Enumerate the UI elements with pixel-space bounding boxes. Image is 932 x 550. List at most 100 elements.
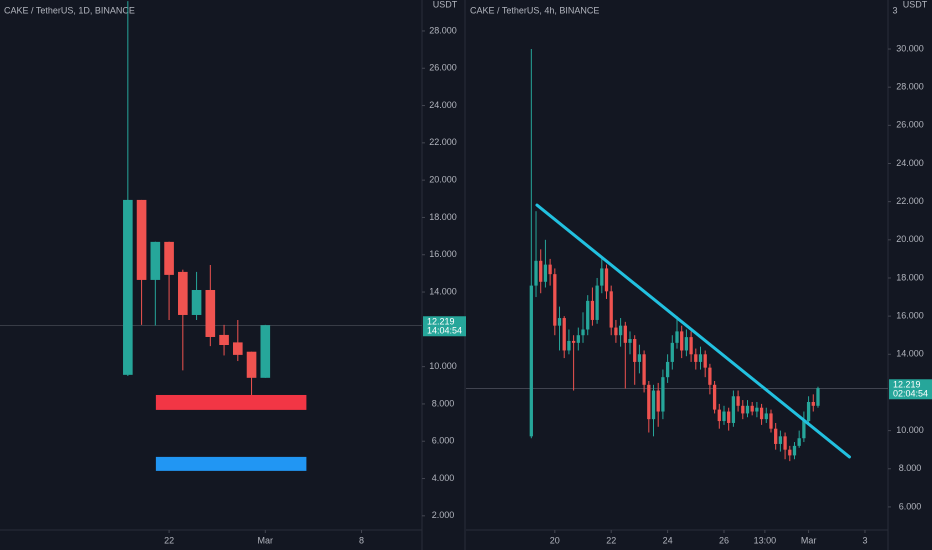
trend-line <box>535 203 851 459</box>
y-tick-label: 20.000 <box>896 234 924 244</box>
candle-body <box>600 268 604 286</box>
candle-body <box>656 390 660 412</box>
candle-body <box>698 354 703 362</box>
candle-body <box>741 405 745 414</box>
candle-body <box>806 401 811 422</box>
candle-body <box>590 300 595 320</box>
candle-body <box>581 329 585 336</box>
candle-body <box>722 411 726 422</box>
y-tick-label: 14.000 <box>429 286 457 296</box>
price-label-box <box>423 316 466 337</box>
candle-body <box>769 413 773 429</box>
y-tick-label: 24.000 <box>896 158 924 168</box>
candle-body <box>788 449 792 456</box>
candle-body <box>675 331 679 343</box>
candle-body <box>712 384 717 410</box>
candle-body <box>736 396 740 406</box>
candle-body <box>759 407 764 420</box>
candle-body <box>665 361 670 378</box>
y-tick-label: 6.000 <box>899 501 922 511</box>
y-tick-label: 22.000 <box>429 137 457 147</box>
x-tick-label: Mar <box>258 535 274 545</box>
candle-body <box>633 339 637 362</box>
candle-body <box>811 401 815 406</box>
y-tick-label: 4.000 <box>432 473 455 483</box>
y-tick-label: 20.000 <box>429 175 457 185</box>
candle-body <box>647 384 651 420</box>
price-zone <box>155 456 307 471</box>
candle-body <box>750 405 754 412</box>
candle-body <box>178 271 188 315</box>
candle-body <box>529 285 533 437</box>
y-tick-label: 30.000 <box>896 43 924 53</box>
candle-body <box>637 354 642 362</box>
candle-body <box>745 405 750 414</box>
candle-body <box>778 436 783 444</box>
candle-body <box>595 285 599 320</box>
candle-body <box>651 390 656 420</box>
candle-body <box>774 428 778 444</box>
candle-body <box>205 289 216 337</box>
candle-body <box>123 199 133 375</box>
candle-body <box>567 340 571 351</box>
candle-body <box>260 325 271 378</box>
y-tick-label: 26.000 <box>429 63 457 73</box>
y-tick-label: 8.000 <box>899 463 922 473</box>
candle-body <box>164 241 174 275</box>
candle-body <box>586 300 590 330</box>
candle-body <box>642 354 646 385</box>
candle-body <box>802 421 806 439</box>
candle-body <box>609 291 613 328</box>
candle-body <box>797 438 801 446</box>
candle-body <box>628 339 632 343</box>
y-tick-label: 14.000 <box>896 349 924 359</box>
y-tick-label: 22.000 <box>896 196 924 206</box>
candle-body <box>708 367 712 385</box>
candle-body <box>783 436 787 450</box>
candle-body <box>553 274 557 326</box>
y-tick-label: 28.000 <box>429 25 457 35</box>
candle-body <box>548 264 552 275</box>
candle-body <box>717 409 721 422</box>
candle-body <box>680 331 684 351</box>
candle-body <box>534 260 538 286</box>
candle-body <box>232 342 243 355</box>
y-tick-label: 18.000 <box>429 212 457 222</box>
x-tick-label: 24 <box>663 535 673 545</box>
candle-body <box>604 268 609 292</box>
candle-body <box>792 445 797 456</box>
candle-body <box>703 354 707 368</box>
candle-body <box>614 327 618 336</box>
last-price-label: 12.219 <box>893 380 921 390</box>
candle-body <box>623 325 627 343</box>
axis-currency: USDT <box>903 0 928 9</box>
candle-body <box>764 413 768 420</box>
x-tick-label: Mar <box>801 535 817 545</box>
y-tick-label: 10.000 <box>896 425 924 435</box>
candle-body <box>670 342 674 362</box>
candle-body <box>618 325 623 336</box>
x-tick-label: 26 <box>719 535 729 545</box>
candle-body <box>694 354 698 362</box>
y-tick-label: 16.000 <box>896 311 924 321</box>
x-tick-label: 13:00 <box>754 535 777 545</box>
candle-body <box>755 407 759 412</box>
candle-body <box>816 388 820 406</box>
candle-body <box>557 318 562 326</box>
countdown-label: 02:04:54 <box>893 389 928 399</box>
candle-body <box>576 335 580 343</box>
y-tick-label: 10.000 <box>429 361 457 371</box>
candle-body <box>219 334 229 346</box>
y-tick-label: 26.000 <box>896 120 924 130</box>
axis-badge: 3 <box>892 5 897 15</box>
candle-body <box>571 340 576 343</box>
x-tick-label: 8 <box>359 535 364 545</box>
candle-body <box>246 351 257 378</box>
candle-body <box>727 411 731 423</box>
candle-body <box>150 241 161 280</box>
x-tick-label: 20 <box>550 535 560 545</box>
y-tick-label: 18.000 <box>896 272 924 282</box>
candle-body <box>689 337 693 355</box>
